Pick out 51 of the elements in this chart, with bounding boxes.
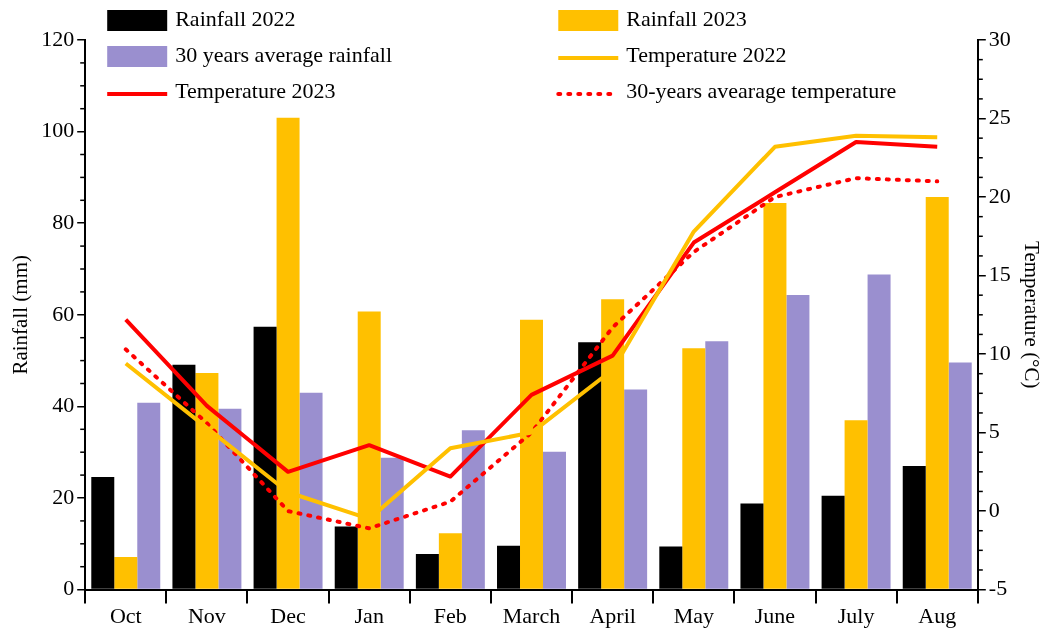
y-tick-label: 60 xyxy=(52,300,75,326)
legend-label: 30-years avearage temperature xyxy=(626,77,897,103)
legend-label: Temperature 2023 xyxy=(175,77,336,103)
x-tick-label: Jan xyxy=(354,602,384,628)
y2-tick-label: 15 xyxy=(988,261,1011,287)
x-tick-label: Dec xyxy=(270,602,307,628)
x-tick-label: Oct xyxy=(109,602,142,628)
y2-axis-title: Temperature (°C) xyxy=(1019,241,1044,389)
x-tick-label: Feb xyxy=(433,602,467,628)
y2-tick-label: 10 xyxy=(988,339,1011,365)
y2-tick-label: 20 xyxy=(988,182,1011,208)
bar xyxy=(114,557,138,589)
x-tick-label: April xyxy=(589,602,636,628)
y-tick-label: 0 xyxy=(63,575,75,601)
bar xyxy=(624,389,648,589)
legend-label: Temperature 2022 xyxy=(626,41,787,67)
x-tick-label: June xyxy=(754,602,796,628)
y-axis-title: Rainfall (mm) xyxy=(8,255,33,375)
legend-label: 30 years average rainfall xyxy=(175,41,393,67)
bar xyxy=(438,533,462,589)
y-tick-label: 100 xyxy=(41,117,75,143)
bar xyxy=(925,197,949,589)
bar xyxy=(137,402,161,589)
y2-tick-label: 25 xyxy=(988,104,1011,130)
legend-label: Rainfall 2022 xyxy=(175,5,296,31)
x-tick-label: May xyxy=(673,602,714,628)
bar xyxy=(380,457,404,589)
y-tick-label: 80 xyxy=(52,208,75,234)
x-tick-label: July xyxy=(837,602,875,628)
y2-tick-label: 5 xyxy=(988,418,1000,444)
bar xyxy=(867,274,891,589)
bar xyxy=(543,451,566,589)
x-tick-label: Nov xyxy=(187,602,226,628)
y-tick-label: 40 xyxy=(52,392,75,418)
y-tick-label: 120 xyxy=(41,25,75,51)
bar xyxy=(763,203,787,589)
y2-tick-label: -5 xyxy=(988,575,1008,601)
bar xyxy=(461,430,485,589)
y-tick-label: 20 xyxy=(52,483,75,509)
bar xyxy=(948,362,972,589)
bar xyxy=(844,420,868,589)
bar xyxy=(786,295,810,589)
bar xyxy=(705,341,729,589)
bar xyxy=(682,348,706,589)
bar xyxy=(299,392,323,589)
x-tick-label: Aug xyxy=(918,602,957,628)
bar xyxy=(218,408,242,589)
legend-label: Rainfall 2023 xyxy=(626,5,747,31)
x-tick-label: March xyxy=(502,602,561,628)
y2-tick-label: 0 xyxy=(988,496,1000,522)
y2-tick-label: 30 xyxy=(988,25,1011,51)
